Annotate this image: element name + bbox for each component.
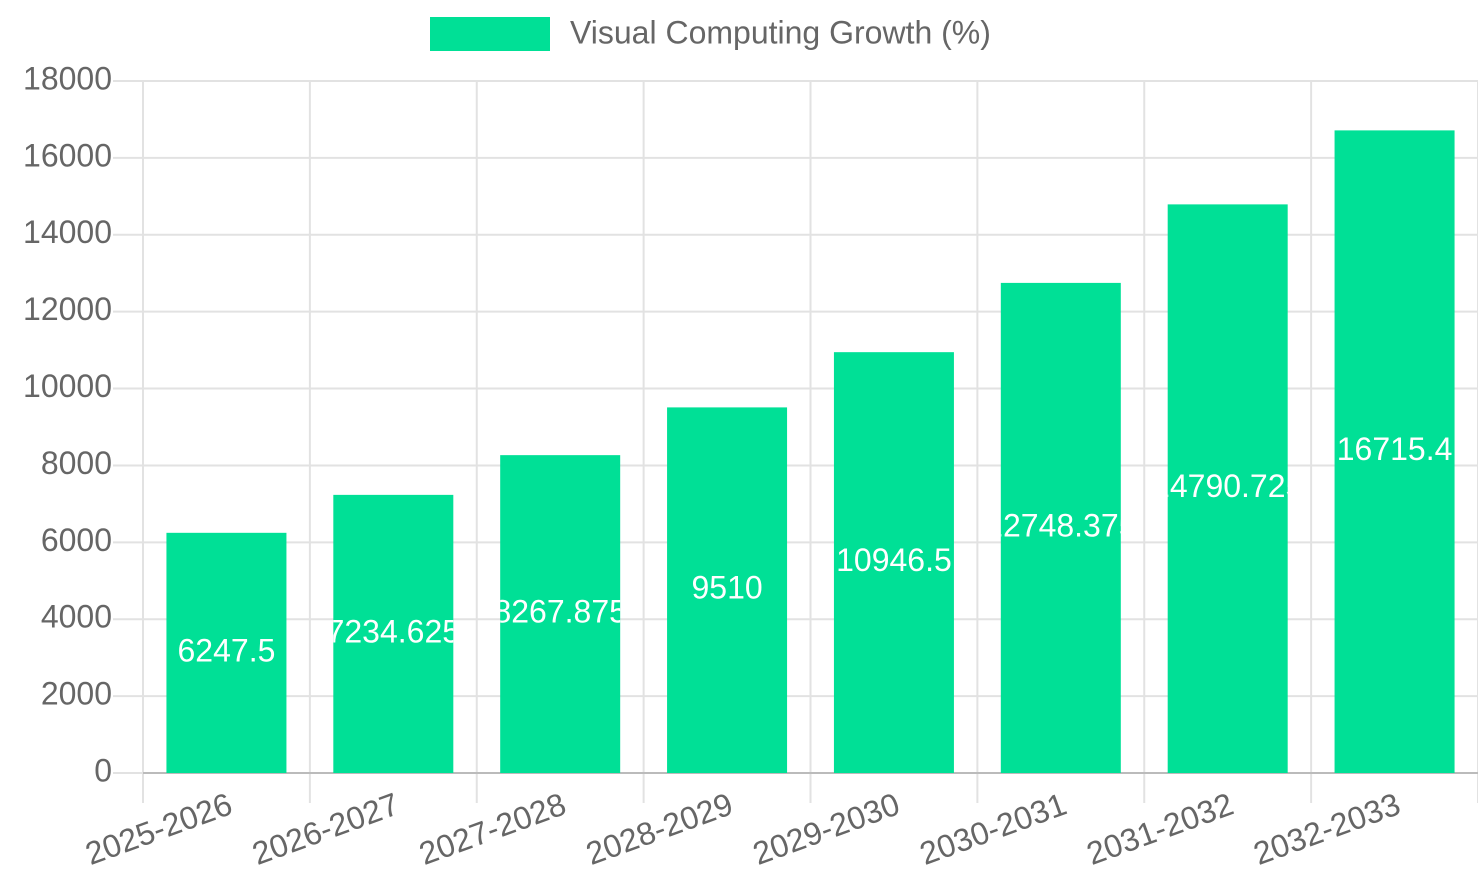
- bar: [1334, 130, 1455, 773]
- bar: [1000, 282, 1121, 773]
- x-tick-label: 2026-2027: [247, 786, 403, 872]
- bar: [667, 407, 788, 773]
- y-tick-label: 10000: [23, 368, 112, 404]
- bar: [166, 532, 287, 773]
- x-tick-label: 2029-2030: [748, 786, 904, 872]
- bar: [500, 455, 621, 773]
- data-label: 7234.625: [327, 613, 460, 649]
- y-tick-label: 8000: [41, 445, 112, 481]
- x-tick-label: 2030-2031: [915, 786, 1071, 872]
- x-tick-label: 2025-2026: [81, 786, 237, 872]
- bar: [1167, 204, 1288, 774]
- data-label: 9510: [691, 570, 762, 606]
- y-tick-label: 2000: [41, 676, 112, 712]
- data-label: 14790.725: [1152, 468, 1303, 504]
- y-tick-label: 18000: [23, 60, 112, 96]
- data-label: 6247.5: [178, 632, 276, 668]
- y-tick-label: 4000: [41, 599, 112, 635]
- legend-swatch: [430, 17, 550, 51]
- y-tick-label: 16000: [23, 137, 112, 173]
- bar: [333, 494, 454, 773]
- data-label: 8267.875: [493, 594, 626, 630]
- data-label: 12748.375: [985, 507, 1136, 543]
- y-tick-label: 0: [94, 752, 112, 788]
- y-tick-label: 12000: [23, 291, 112, 327]
- legend-label: Visual Computing Growth (%): [570, 14, 991, 50]
- x-tick-label: 2032-2033: [1249, 786, 1405, 872]
- y-tick-label: 14000: [23, 214, 112, 250]
- data-label: 10946.5: [836, 542, 952, 578]
- bar: [833, 352, 954, 773]
- data-label: 16715.4: [1337, 431, 1453, 467]
- y-tick-label: 6000: [41, 522, 112, 558]
- x-tick-label: 2028-2029: [581, 786, 737, 872]
- x-tick-label: 2027-2028: [414, 786, 570, 872]
- x-tick-label: 2031-2032: [1082, 786, 1238, 872]
